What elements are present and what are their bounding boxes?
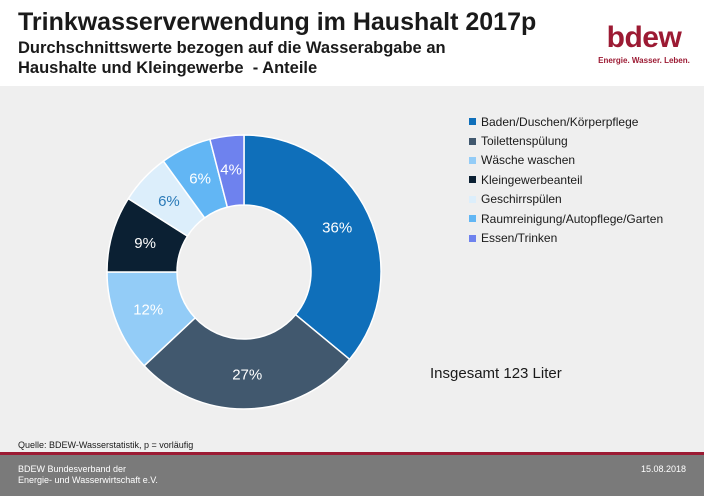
footer-org-line: Energie- und Wasserwirtschaft e.V. [18,475,158,485]
legend-label: Geschirrspülen [481,192,562,207]
legend-swatch [469,215,476,223]
legend-swatch [469,118,476,126]
logo-tagline: Energie. Wasser. Leben. [598,56,690,65]
data-label-baden-duschen-koerperpflege: 36% [322,220,352,237]
legend-item-waesche-waschen: Wäsche waschen [469,151,704,170]
legend-swatch [469,195,476,203]
subtitle-line: Haushalte und Kleingewerbe - Anteile [18,59,318,77]
footer-org-line: BDEW Bundesverband der [18,464,127,474]
data-label-essen-trinken: 4% [220,161,242,178]
legend-label: Toilettenspülung [481,134,568,149]
data-label-geschirrspuelen: 6% [158,193,180,210]
slice-baden-duschen-koerperpflege [243,134,382,361]
slice-essen-trinken [209,134,245,209]
data-label-raumreinigung-autopflege-garten: 6% [189,170,211,187]
data-label-waesche-waschen: 12% [133,301,163,318]
page-title: Trinkwasserverwendung im Haushalt 2017p [18,8,537,36]
subtitle-line: Durchschnittswerte bezogen auf die Wasse… [18,39,446,57]
legend-label: Wäsche waschen [481,153,576,168]
data-label-toilettenspuelung: 27% [232,366,262,383]
legend-item-essen-trinken: Essen/Trinken [469,228,704,247]
footer-org: BDEW Bundesverband der Energie- und Wass… [18,464,158,486]
bdew-logo: bdew Energie. Wasser. Leben. [596,22,692,70]
legend-item-kleingewerbeanteil: Kleingewerbeanteil [469,170,704,189]
logo-wordmark: bdew [606,21,682,54]
chart-legend: Baden/Duschen/Körperpflege Toilettenspülu… [469,112,704,248]
legend-swatch [469,234,476,242]
legend-label: Baden/Duschen/Körperpflege [481,114,639,129]
legend-swatch [469,156,476,164]
source-note: Quelle: BDEW-Wasserstatistik, p = vorläu… [18,440,194,450]
legend-swatch [469,137,476,145]
legend-label: Essen/Trinken [481,231,558,246]
footer-date: 15.08.2018 [640,464,686,474]
footer-divider [0,452,704,455]
legend-swatch [469,176,476,184]
legend-label: Raumreinigung/Autopflege/Garten [481,211,664,226]
page-subtitle: Durchschnittswerte bezogen auf die Wasse… [18,38,578,78]
legend-item-toilettenspuelung: Toilettenspülung [469,131,704,150]
legend-item-baden-duschen-koerperpflege: Baden/Duschen/Körperpflege [469,112,704,131]
footer: BDEW Bundesverband der Energie- und Wass… [0,455,704,496]
slice-toilettenspuelung [143,313,351,410]
legend-item-raumreinigung-autopflege-garten: Raumreinigung/Autopflege/Garten [469,209,704,228]
total-label: Insgesamt 123 Liter [430,365,562,382]
legend-label: Kleingewerbeanteil [481,172,583,187]
data-label-kleingewerbeanteil: 9% [134,235,156,252]
legend-item-geschirrspuelen: Geschirrspülen [469,190,704,209]
